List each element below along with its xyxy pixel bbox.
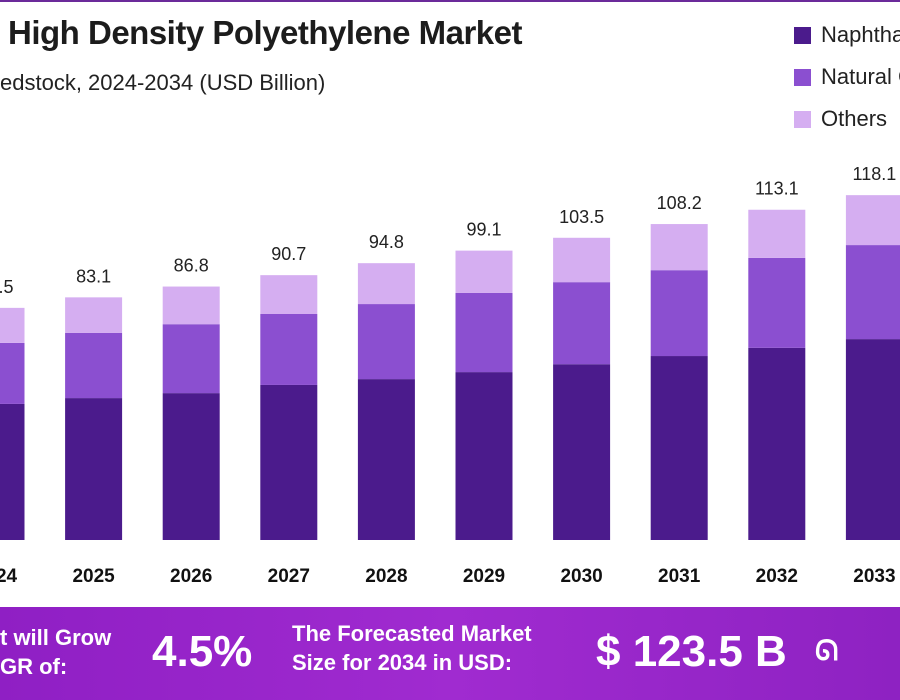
cagr-label: t will Grow GR of: [0, 625, 112, 679]
bar-segment-2027-natural-gas [260, 313, 318, 385]
x-tick-label: 2032 [756, 566, 798, 587]
bar-segment-2024-naphtha [0, 403, 25, 540]
legend-item-others: Others [794, 98, 900, 140]
legend-item-natural-gas: Natural Gas [794, 56, 900, 98]
x-tick-label: 2025 [72, 566, 115, 587]
x-tick-label: 2026 [170, 566, 212, 587]
bar-segment-2033-natural-gas [845, 245, 900, 340]
legend-label: Others [821, 106, 888, 131]
bar-segment-2026-naphtha [162, 393, 220, 540]
bar-segment-2025-natural-gas [65, 332, 123, 399]
bar-total-label: 83.1 [76, 266, 111, 286]
legend-swatch [794, 68, 811, 86]
bar-total-label: 113.1 [755, 179, 799, 199]
legend-label: Natural Gas [821, 64, 900, 89]
bar-segment-2024-others [0, 307, 25, 343]
bar-segment-2026-natural-gas [162, 324, 220, 394]
bar-segment-2032-natural-gas [748, 257, 806, 348]
bar-total-label: 118.1 [853, 164, 897, 184]
bar-segment-2030-natural-gas [553, 282, 611, 365]
x-tick-label: 2031 [658, 566, 701, 587]
x-tick-label: 2033 [853, 566, 895, 587]
bar-segment-2033-naphtha [845, 339, 900, 540]
bar-segment-2024-natural-gas [0, 342, 25, 404]
legend-item-naphtha: Naphtha [794, 14, 900, 56]
bar-segment-2027-others [260, 275, 318, 314]
bar-segment-2030-naphtha [553, 364, 611, 540]
bar-segment-2029-others [455, 250, 513, 293]
bar-total-label: 99.1 [466, 220, 501, 240]
bar-segment-2033-others [845, 195, 900, 246]
bar-segment-2028-others [357, 263, 415, 305]
legend-swatch [794, 110, 811, 128]
bar-segment-2031-natural-gas [650, 270, 708, 357]
x-tick-label: 2028 [365, 566, 407, 587]
cagr-value: 4.5% [152, 627, 253, 676]
brand-logo: ᘏ [815, 635, 839, 666]
bar-segment-2027-naphtha [260, 384, 318, 540]
summary-banner: t will Grow GR of: 4.5% The Forecasted M… [0, 607, 900, 700]
x-tick-label: 2027 [268, 566, 310, 587]
chart-title: High Density Polyethylene Market [8, 14, 522, 51]
chart-subtitle: edstock, 2024-2034 (USD Billion) [0, 70, 326, 95]
x-tick-label: 2024 [0, 566, 18, 587]
bar-segment-2028-natural-gas [357, 304, 415, 380]
bar-segment-2031-naphtha [650, 356, 708, 540]
bar-total-label: 103.5 [559, 207, 604, 227]
forecast-label: The Forecasted Market Size for 2034 in U… [292, 621, 532, 675]
forecast-value: $ 123.5 B [596, 627, 787, 676]
bar-segment-2029-natural-gas [455, 292, 513, 373]
bar-segment-2031-others [650, 224, 708, 271]
stacked-bar-chart: 79.5 2024 83.1 2025 86.8 2026 90.7 2027 94.8 2028… [0, 164, 900, 587]
x-tick-label: 2030 [560, 566, 602, 587]
bar-segment-2030-others [553, 237, 611, 283]
bar-segment-2025-others [65, 297, 123, 333]
bar-total-label: 94.8 [369, 232, 404, 252]
legend-label: Naphtha [821, 22, 900, 47]
bar-segment-2029-naphtha [455, 372, 513, 540]
bar-total-label: 86.8 [174, 256, 209, 276]
bar-segment-2028-naphtha [357, 379, 415, 540]
bar-segment-2026-others [162, 286, 220, 325]
top-accent-bar [0, 0, 900, 2]
bar-segment-2025-naphtha [65, 398, 123, 540]
bar-total-label: 79.5 [0, 277, 14, 297]
x-tick-label: 2029 [463, 566, 505, 587]
bar-total-label: 90.7 [271, 244, 306, 264]
bar-segment-2032-naphtha [748, 347, 806, 540]
legend: Naphtha Natural Gas Others [794, 14, 900, 140]
bar-segment-2032-others [748, 209, 806, 258]
legend-swatch [794, 26, 811, 44]
bar-total-label: 108.2 [657, 193, 702, 213]
